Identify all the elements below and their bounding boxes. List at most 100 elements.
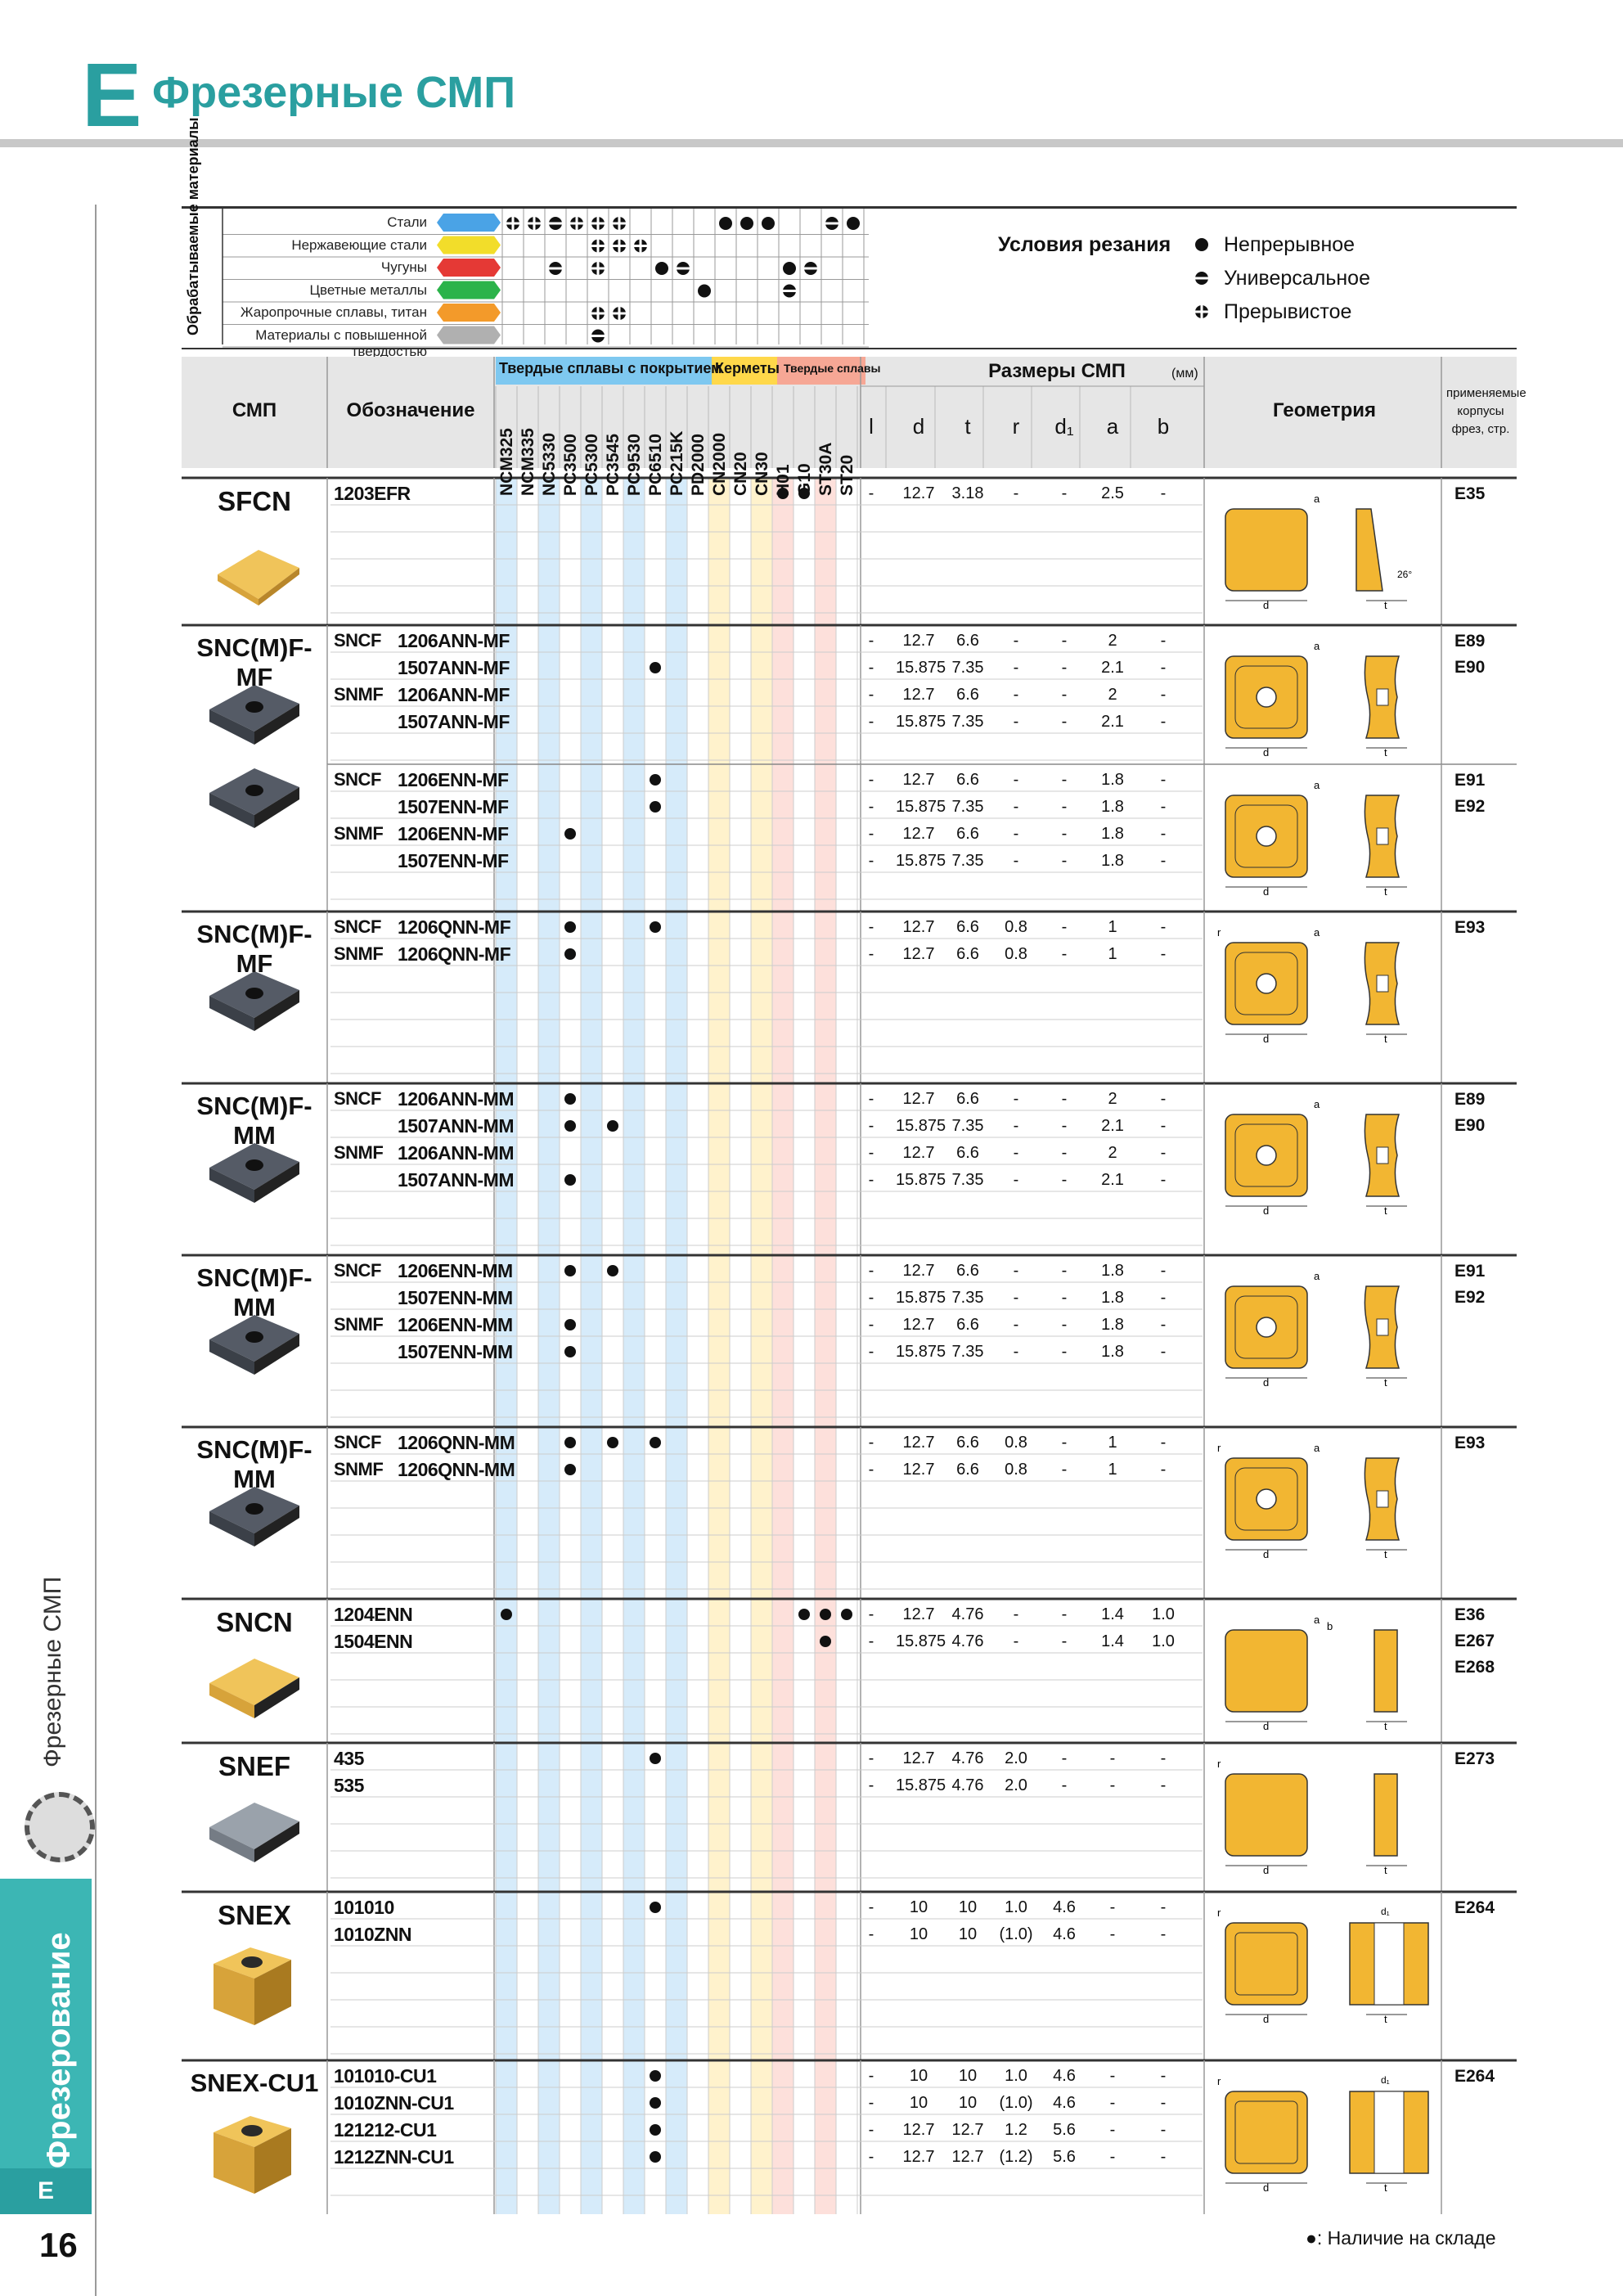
body-page-ref: E93 (1454, 918, 1486, 937)
dimension-value: - (1160, 1171, 1167, 1189)
continuous-cut-icon (783, 262, 796, 275)
dimension-value: - (1160, 1434, 1167, 1452)
dimension-value: 7.35 (951, 852, 984, 870)
dimension-value: - (1061, 1316, 1068, 1334)
insert-designation: 1203EFR (334, 483, 411, 504)
stock-footnote: ●: Наличие на складе (1306, 2227, 1496, 2249)
dimension-value: - (1013, 632, 1019, 650)
dimension-value: - (1061, 632, 1068, 650)
dimension-value: 2 (1108, 686, 1117, 704)
interrupted-cut-icon (591, 261, 605, 276)
materials-legend: СталиPНержавеющие сталиMЧугуныKЦветные м… (182, 206, 1517, 359)
body-page-ref: E267 (1454, 1632, 1495, 1650)
body-page-ref: E92 (1454, 797, 1486, 816)
interrupted-cut-icon (1194, 304, 1209, 319)
dimension-value: 15.875 (896, 659, 946, 677)
material-label: Стали (387, 214, 427, 230)
dimension-value: - (1160, 1925, 1167, 1943)
geometry-t-label: t (1384, 746, 1387, 759)
dimension-value: - (1061, 1605, 1068, 1623)
dimension-value: - (868, 918, 874, 936)
universal-cut-icon (548, 217, 563, 230)
insert-designation: 1206ENN-MM (398, 1314, 513, 1335)
dimension-value: - (1160, 852, 1167, 870)
dim-column-header: r (1012, 414, 1020, 439)
cutting-conditions-title: Условия резания (998, 233, 1171, 256)
geometry-d-label: d (1263, 1720, 1269, 1732)
dimension-value: 12.7 (902, 1749, 935, 1767)
grade-column-header: CN30 (753, 452, 771, 496)
insert-photo (214, 2116, 291, 2194)
dimension-value: 10 (909, 2094, 928, 2112)
geometry-d-label: d (1263, 1033, 1269, 1045)
chapter-tab[interactable] (0, 1879, 92, 2190)
dim-column-header: a (1106, 414, 1119, 439)
stock-dot (564, 1319, 576, 1330)
stock-dot (607, 1120, 618, 1132)
dimension-value: - (1061, 918, 1068, 936)
dimension-value: 2 (1108, 1090, 1117, 1108)
dimension-value: - (1061, 1461, 1068, 1479)
dimension-value: - (868, 1776, 874, 1794)
dimension-value: - (1109, 1925, 1116, 1943)
geometry-d1-label: d₁ (1381, 1906, 1390, 1917)
grade-column-header: PC3545 (604, 434, 623, 496)
dimension-value: 12.7 (902, 825, 935, 843)
grade-column-header: H01 (774, 464, 793, 496)
dimension-value: - (1160, 1461, 1167, 1479)
grade-column-header: PC5300 (582, 434, 601, 496)
grade-column-tint (687, 478, 708, 2214)
dimension-value: 10 (958, 2094, 978, 2112)
series-code: SNMF (334, 1459, 384, 1479)
geometry-d-label: d (1263, 2013, 1269, 2025)
dimension-value: 0.8 (1005, 918, 1027, 936)
dimension-value: 7.35 (951, 659, 984, 677)
dimension-value: 15.875 (896, 1171, 946, 1189)
dimension-value: - (1160, 798, 1167, 816)
dimension-value: - (868, 1749, 874, 1767)
geometry-t-label: t (1384, 1720, 1387, 1732)
dimension-value: 10 (958, 1925, 978, 1943)
geometry-a-label: a (1314, 926, 1320, 939)
geometry-t-label: t (1384, 1204, 1387, 1217)
dimension-value: 6.6 (956, 1262, 979, 1280)
dimension-value: 1.8 (1101, 1316, 1124, 1334)
dimension-value: 12.7 (902, 945, 935, 963)
dimension-value: - (868, 2148, 874, 2166)
insert-designation: 1010ZNN-CU1 (334, 2092, 454, 2114)
dimension-value: - (868, 852, 874, 870)
dimension-value: - (868, 1343, 874, 1361)
dimension-value: 10 (958, 2067, 978, 2085)
dimension-value: - (1013, 1632, 1019, 1650)
dim-column-header: d (912, 414, 925, 439)
insert-photo (209, 685, 299, 745)
dimension-value: - (1109, 2121, 1116, 2139)
stock-dot (564, 1174, 576, 1186)
geometry-r-label: r (1217, 1907, 1221, 1919)
dimension-value: 15.875 (896, 1776, 946, 1794)
dimension-value: - (1061, 1289, 1068, 1307)
stock-dot (564, 921, 576, 933)
coated-group-label: Твердые сплавы с покрытием (499, 360, 722, 376)
dimension-value: - (868, 686, 874, 704)
dimension-value: - (1061, 686, 1068, 704)
insert-designation: 1206ENN-MM (398, 1260, 513, 1281)
dimension-value: - (868, 1925, 874, 1943)
dimension-value: - (1061, 1144, 1068, 1162)
insert-photo (214, 1947, 291, 2025)
grade-column-header: ST20 (838, 454, 856, 496)
dimension-value: 1 (1108, 945, 1117, 963)
dimension-value: - (1013, 1144, 1019, 1162)
dimension-value: 1.8 (1101, 1262, 1124, 1280)
dimension-value: 6.6 (956, 686, 979, 704)
geometry-d-label: d (1263, 1376, 1269, 1389)
grade-column-tint (836, 478, 857, 2214)
dimension-value: 5.6 (1053, 2148, 1076, 2166)
body-page-ref: E264 (1454, 2067, 1495, 2086)
dimension-value: - (1061, 1171, 1068, 1189)
dimension-value: - (1061, 1632, 1068, 1650)
geometry-drawing: d 26° t a (1225, 493, 1412, 610)
dimension-value: - (1061, 1090, 1068, 1108)
dimension-value: - (1061, 825, 1068, 843)
geometry-angle-label: 26° (1397, 569, 1412, 580)
